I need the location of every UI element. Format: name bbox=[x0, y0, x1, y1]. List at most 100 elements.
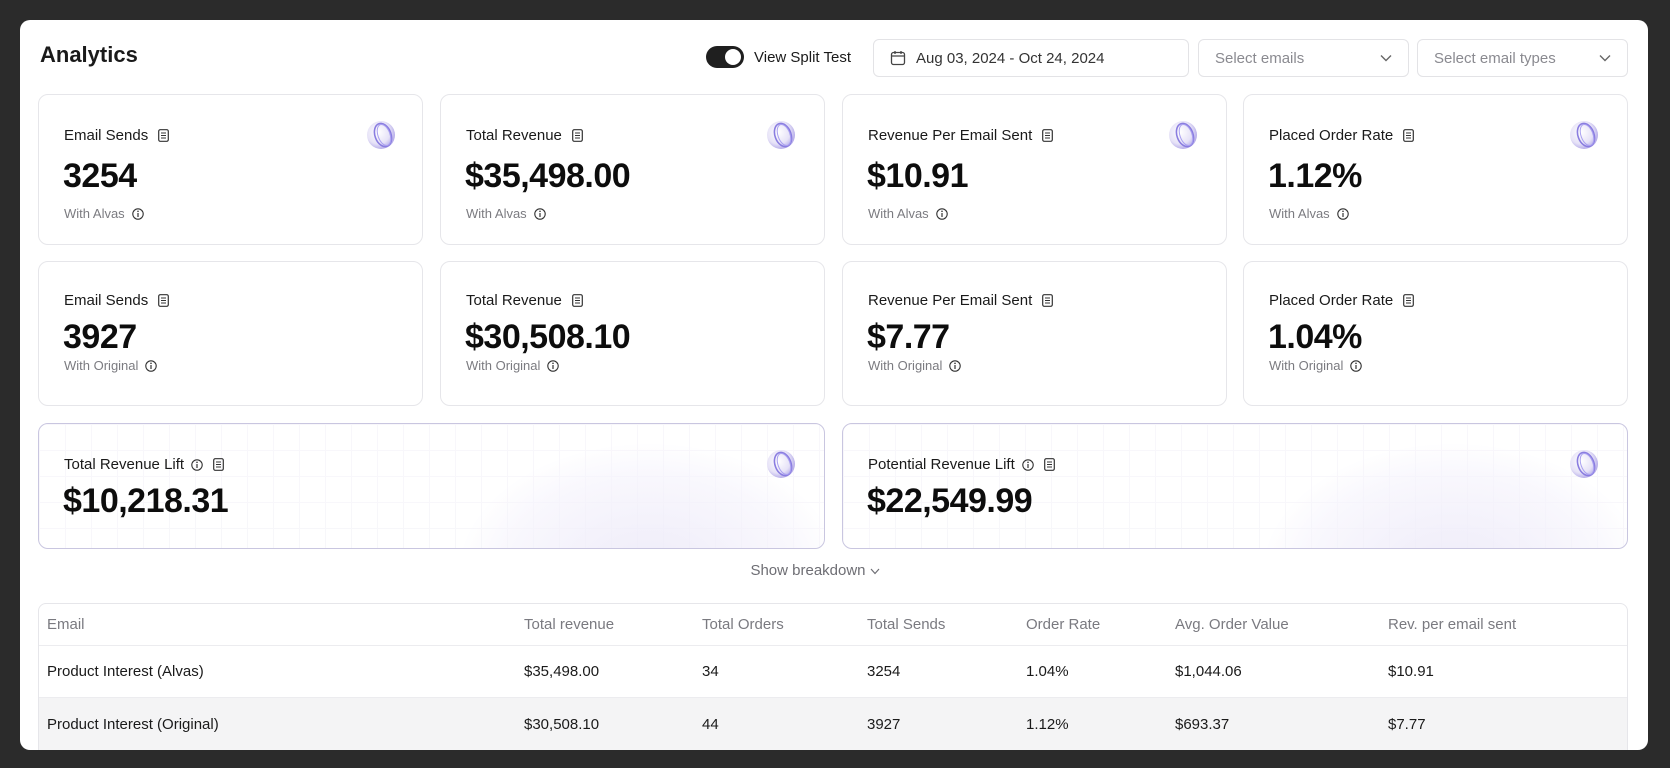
document-icon[interactable] bbox=[213, 458, 224, 471]
card-value: $22,549.99 bbox=[867, 482, 1033, 520]
document-icon[interactable] bbox=[1042, 129, 1054, 142]
card-label-text: Placed Order Rate bbox=[1269, 127, 1394, 144]
info-icon[interactable] bbox=[1022, 458, 1034, 471]
cell-avg-order-value: $1,044.06 bbox=[1175, 663, 1242, 680]
alvas-orb-icon bbox=[1570, 450, 1598, 478]
metric-card-email-sends-original: Email Sends 3927 With Original bbox=[38, 261, 423, 406]
toggle-knob bbox=[725, 49, 741, 65]
column-header-total-sends[interactable]: Total Sends bbox=[867, 616, 946, 633]
card-label: Email Sends bbox=[64, 127, 170, 144]
card-value: 3927 bbox=[63, 318, 137, 356]
column-header-email[interactable]: Email bbox=[47, 616, 85, 633]
calendar-icon bbox=[890, 51, 906, 66]
card-label-text: Total Revenue Lift bbox=[64, 456, 185, 473]
split-test-toggle[interactable] bbox=[706, 46, 744, 68]
select-emails-dropdown[interactable]: Select emails bbox=[1198, 39, 1409, 77]
card-label-text: Placed Order Rate bbox=[1269, 292, 1394, 309]
metric-card-placed-order-rate-alvas: Placed Order Rate 1.12% With Alvas bbox=[1243, 94, 1628, 245]
metric-card-revenue-per-email-alvas: Revenue Per Email Sent $10.91 With Alvas bbox=[842, 94, 1227, 245]
cell-email: Product Interest (Original) bbox=[47, 715, 219, 733]
card-subtext: With Alvas bbox=[64, 206, 144, 221]
document-icon[interactable] bbox=[572, 129, 583, 142]
card-label-text: Total Revenue bbox=[466, 292, 562, 309]
show-breakdown-label: Show breakdown bbox=[750, 562, 866, 579]
show-breakdown-toggle[interactable]: Show breakdown bbox=[20, 562, 1610, 579]
column-header-avg-order-value[interactable]: Avg. Order Value bbox=[1175, 616, 1289, 633]
alvas-orb-icon bbox=[1570, 121, 1598, 149]
cell-order-rate: 1.12% bbox=[1026, 715, 1069, 733]
card-subtext: With Original bbox=[466, 358, 560, 373]
metric-card-total-revenue-original: Total Revenue $30,508.10 With Original bbox=[440, 261, 825, 406]
info-icon[interactable] bbox=[191, 458, 203, 471]
document-icon[interactable] bbox=[158, 294, 170, 307]
card-label: Revenue Per Email Sent bbox=[868, 127, 1054, 144]
date-range-picker[interactable]: Aug 03, 2024 - Oct 24, 2024 bbox=[873, 39, 1189, 77]
card-sub-text: With Alvas bbox=[1269, 206, 1330, 221]
card-label: Total Revenue Lift bbox=[64, 456, 224, 473]
cell-total-revenue: $30,508.10 bbox=[524, 715, 600, 733]
alvas-orb-icon bbox=[1169, 121, 1197, 149]
card-label: Total Revenue bbox=[466, 127, 583, 144]
table-row[interactable]: Product Interest (Original) $30,508.10 4… bbox=[39, 698, 1627, 750]
page-header: Analytics View Split Test Aug 03, 2024 -… bbox=[20, 20, 1648, 100]
card-value: 1.04% bbox=[1268, 318, 1362, 356]
card-label-text: Potential Revenue Lift bbox=[868, 456, 1015, 473]
card-label: Potential Revenue Lift bbox=[868, 456, 1055, 473]
alvas-orb-icon bbox=[367, 121, 395, 149]
card-label-text: Email Sends bbox=[64, 292, 149, 309]
select-email-types-dropdown[interactable]: Select email types bbox=[1417, 39, 1628, 77]
document-icon[interactable] bbox=[572, 294, 583, 307]
chevron-down-icon bbox=[870, 568, 879, 575]
breakdown-table: Email Total revenue Total Orders Total S… bbox=[38, 603, 1628, 750]
info-icon[interactable] bbox=[547, 359, 560, 372]
metric-card-total-revenue-alvas: Total Revenue $35,498.00 With Alvas bbox=[440, 94, 825, 245]
info-icon[interactable] bbox=[949, 359, 962, 372]
card-subtext: With Original bbox=[64, 358, 158, 373]
column-header-total-revenue[interactable]: Total revenue bbox=[524, 616, 615, 633]
card-sub-text: With Alvas bbox=[466, 206, 527, 221]
card-sub-text: With Alvas bbox=[868, 206, 929, 221]
table-header-row: Email Total revenue Total Orders Total S… bbox=[39, 604, 1627, 646]
split-test-toggle-group: View Split Test bbox=[706, 46, 851, 68]
chevron-down-icon bbox=[1380, 55, 1392, 62]
info-icon[interactable] bbox=[1350, 359, 1363, 372]
alvas-orb-icon bbox=[767, 450, 795, 478]
info-icon[interactable] bbox=[935, 207, 948, 220]
card-label-text: Total Revenue bbox=[466, 127, 562, 144]
card-value: $30,508.10 bbox=[465, 318, 631, 356]
info-icon[interactable] bbox=[145, 359, 158, 372]
card-label: Revenue Per Email Sent bbox=[868, 292, 1054, 309]
info-icon[interactable] bbox=[533, 207, 546, 220]
document-icon[interactable] bbox=[158, 129, 170, 142]
document-icon[interactable] bbox=[1403, 294, 1415, 307]
info-icon[interactable] bbox=[131, 207, 144, 220]
card-sub-text: With Original bbox=[868, 358, 943, 373]
card-subtext: With Original bbox=[1269, 358, 1363, 373]
cell-avg-order-value: $693.37 bbox=[1175, 715, 1230, 733]
card-label-text: Revenue Per Email Sent bbox=[868, 127, 1033, 144]
card-sub-text: With Original bbox=[466, 358, 541, 373]
document-icon[interactable] bbox=[1403, 129, 1415, 142]
card-label: Placed Order Rate bbox=[1269, 127, 1415, 144]
card-sub-text: With Original bbox=[64, 358, 139, 373]
card-label-text: Revenue Per Email Sent bbox=[868, 292, 1033, 309]
cell-total-revenue: $35,498.00 bbox=[524, 663, 600, 680]
document-icon[interactable] bbox=[1042, 294, 1054, 307]
column-header-rev-per-email[interactable]: Rev. per email sent bbox=[1388, 616, 1517, 633]
metric-card-placed-order-rate-original: Placed Order Rate 1.04% With Original bbox=[1243, 261, 1628, 406]
card-subtext: With Alvas bbox=[1269, 206, 1349, 221]
cell-total-sends: 3254 bbox=[867, 663, 901, 680]
info-icon[interactable] bbox=[1336, 207, 1349, 220]
card-subtext: With Original bbox=[868, 358, 962, 373]
table-row[interactable]: Product Interest (Alvas) $35,498.00 34 3… bbox=[39, 646, 1627, 698]
document-icon[interactable] bbox=[1043, 458, 1055, 471]
column-header-total-orders[interactable]: Total Orders bbox=[702, 616, 784, 633]
column-header-order-rate[interactable]: Order Rate bbox=[1026, 616, 1101, 633]
cell-total-sends: 3927 bbox=[867, 715, 901, 733]
cell-total-orders: 34 bbox=[702, 663, 719, 680]
page-title: Analytics bbox=[40, 42, 138, 67]
card-value: $7.77 bbox=[867, 318, 950, 356]
cell-total-orders: 44 bbox=[702, 715, 719, 733]
card-value: $10.91 bbox=[867, 157, 969, 195]
metric-card-email-sends-alvas: Email Sends 3254 With Alvas bbox=[38, 94, 423, 245]
